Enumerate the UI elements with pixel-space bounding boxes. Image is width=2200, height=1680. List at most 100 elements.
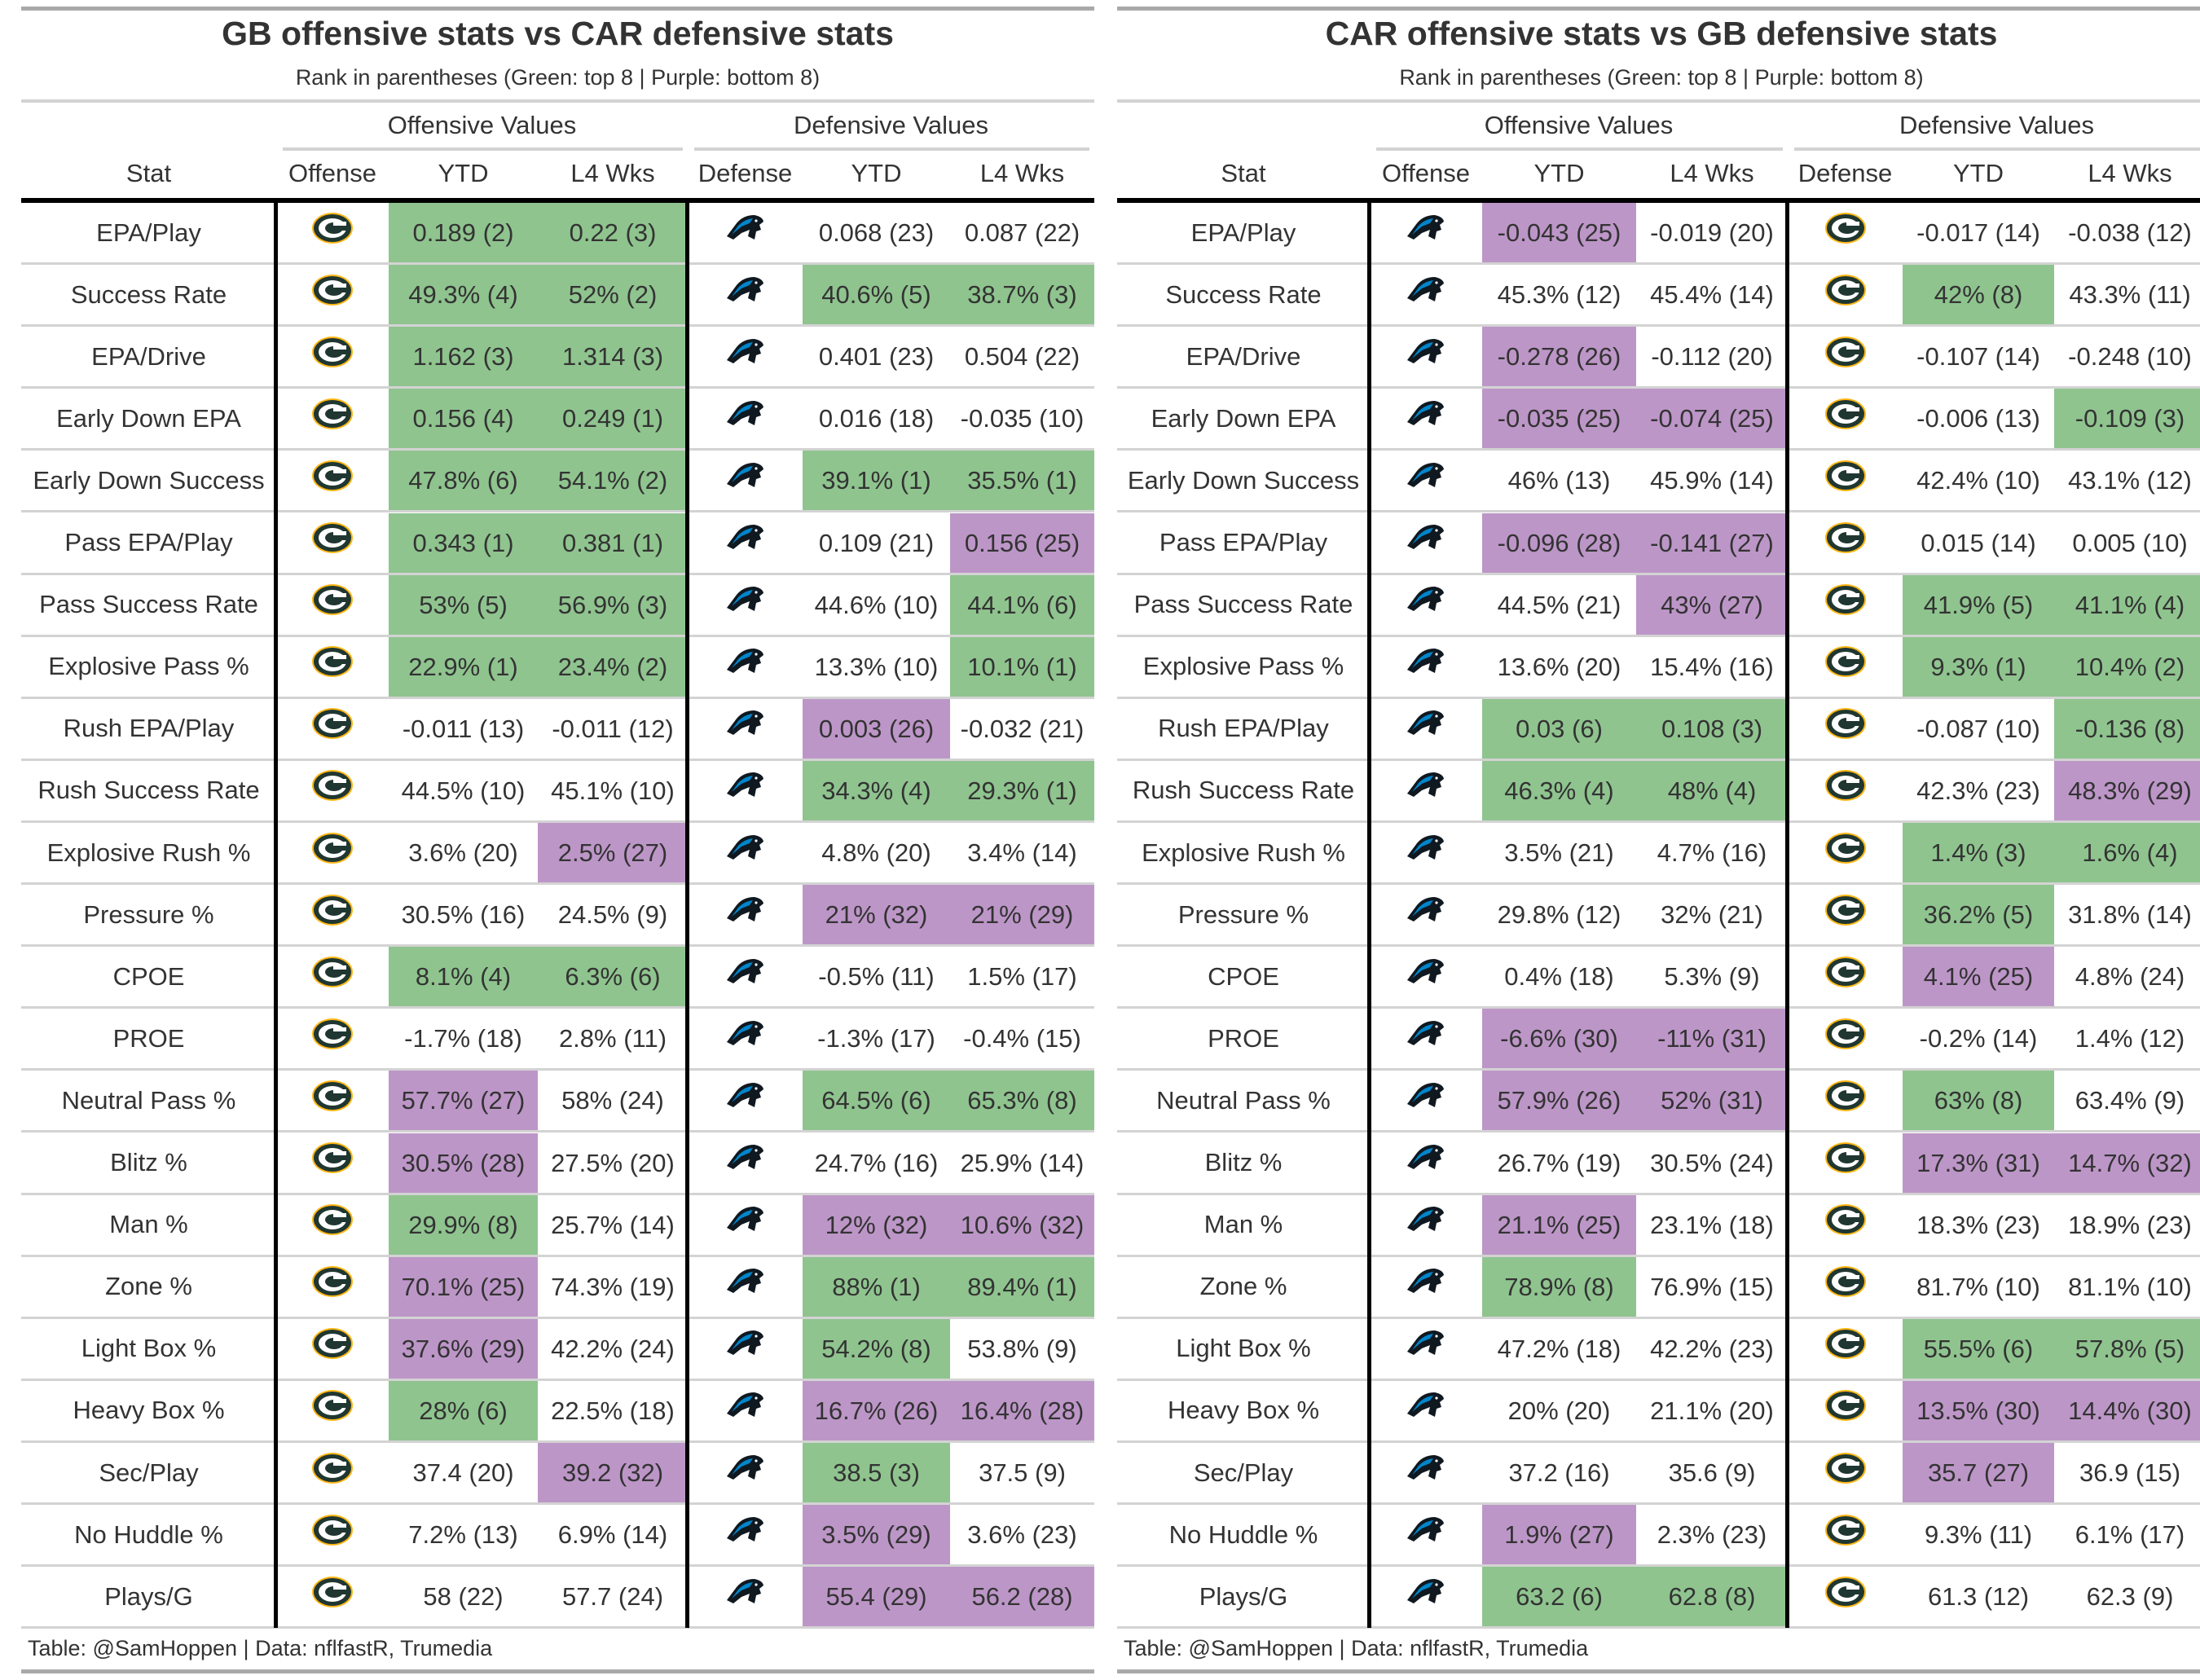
row-divider <box>1117 510 2200 513</box>
stat-label: EPA/Drive <box>91 341 206 371</box>
row-divider <box>21 1440 1094 1443</box>
spanner-defensive-values: Defensive Values <box>794 111 988 139</box>
column-header-stat[interactable]: Stat <box>1221 159 1266 187</box>
cell-offense-l4wks: -0.074 (25) <box>1636 389 1788 450</box>
cell-defense-l4wks: 21% (29) <box>950 885 1094 946</box>
panthers-logo-icon <box>1370 508 1482 568</box>
panthers-logo-icon <box>688 756 803 816</box>
column-header-offense[interactable]: Offense <box>1381 159 1470 187</box>
panthers-logo-icon <box>1370 1004 1482 1063</box>
cell-offense-l4wks: 0.108 (3) <box>1636 698 1788 759</box>
cell-defense-l4wks: -0.248 (10) <box>2068 342 2192 372</box>
cell-defense-l4wks: 43.3% (11) <box>2069 280 2191 310</box>
column-header-ytd[interactable]: YTD <box>1953 159 2004 187</box>
panthers-logo-icon <box>688 446 803 505</box>
header-bottom-rule <box>1117 198 2200 203</box>
column-header-l4-wks[interactable]: L4 Wks <box>979 159 1065 187</box>
cell-defense-l4wks: 31.8% (14) <box>2068 900 2192 930</box>
cell-offense-l4wks: 22.5% (18) <box>551 1396 675 1425</box>
column-header-l4-wks[interactable]: L4 Wks <box>570 159 655 187</box>
cell-offense-l4wks: 0.381 (1) <box>538 512 688 574</box>
cell-defense-ytd: 61.3 (12) <box>1927 1582 2030 1612</box>
panthers-logo-icon <box>688 1190 803 1250</box>
cell-offense-l4wks: -0.019 (20) <box>1650 218 1774 248</box>
column-header-defense[interactable]: Defense <box>697 159 793 187</box>
column-header-l4-wks[interactable]: L4 Wks <box>1670 159 1754 187</box>
cell-offense-ytd: 30.5% (16) <box>401 900 526 930</box>
row-divider <box>1117 1254 2200 1257</box>
column-header-ytd[interactable]: YTD <box>851 159 902 187</box>
table-row: Plays/G 58 (22) 57.7 (24) 55.4 (29) 56.2 (28… <box>21 1567 1094 1629</box>
cell-offense-l4wks: 57.7 (24) <box>561 1582 664 1612</box>
row-divider <box>21 262 1094 266</box>
cell-offense-ytd: 37.2 (16) <box>1508 1458 1610 1488</box>
column-header-ytd[interactable]: YTD <box>1533 159 1585 187</box>
cell-defense-ytd: -0.2% (14) <box>1919 1024 2038 1053</box>
row-divider <box>1117 882 2200 886</box>
cell-defense-l4wks: 29.3% (1) <box>950 760 1094 821</box>
table-row: No Huddle % 1.9% (27) 2.3% (23) 9.3% (11) 6.… <box>1117 1505 2200 1568</box>
stat-label: Man % <box>109 1210 188 1239</box>
cell-offense-ytd: -0.043 (25) <box>1482 203 1636 264</box>
table-row: Man % 29.9% (8) 25.7% (14) 12% (32) 10.6% (3… <box>21 1194 1094 1257</box>
stat-label: CPOE <box>112 961 185 991</box>
stat-label: No Huddle % <box>74 1519 223 1549</box>
cell-defense-l4wks: 18.9% (23) <box>2068 1210 2192 1239</box>
table-row: Heavy Box % 20% (20) 21.1% (20) 13.5% (30) 1… <box>1117 1380 2200 1443</box>
table-footer-credits: Table: @SamHoppen | Data: nflfastR, Trum… <box>28 1636 493 1660</box>
column-header-defense[interactable]: Defense <box>1797 159 1893 187</box>
cell-offense-ytd: 30.5% (28) <box>389 1132 538 1194</box>
column-header-l4-wks[interactable]: L4 Wks <box>2088 159 2172 187</box>
stat-label: PROE <box>112 1023 185 1053</box>
stat-label: Early Down Success <box>1127 465 1360 495</box>
row-divider <box>1117 1130 2200 1133</box>
spanner-defensive-values: Defensive Values <box>1899 111 2094 139</box>
row-divider <box>21 572 1094 575</box>
packers-logo-icon <box>1788 1562 1903 1621</box>
stat-label: Zone % <box>1199 1272 1287 1301</box>
top-rule <box>21 7 1094 11</box>
stat-label: Sec/Play <box>1193 1458 1294 1487</box>
row-divider <box>21 758 1094 761</box>
panthers-logo-icon <box>688 198 803 257</box>
cell-defense-ytd: 9.3% (11) <box>1924 1520 2033 1550</box>
cell-defense-l4wks: -0.4% (15) <box>963 1024 1081 1053</box>
table-row: Early Down EPA 0.156 (4) 0.249 (1) 0.016 (1… <box>21 389 1094 451</box>
cell-defense-ytd: 0.401 (23) <box>818 342 935 372</box>
table-row: EPA/Play -0.043 (25) -0.019 (20) -0.017 (14… <box>1117 203 2200 266</box>
cell-offense-ytd: 20% (20) <box>1507 1396 1611 1425</box>
stat-label: Zone % <box>105 1272 192 1301</box>
table-row: PROE -1.7% (18) 2.8% (11) -1.3% (17) -0.4% (… <box>21 1009 1094 1071</box>
panthers-logo-icon <box>688 818 803 877</box>
cell-defense-l4wks: 53.8% (9) <box>967 1334 1077 1363</box>
cell-offense-l4wks: 62.8 (8) <box>1636 1567 1788 1628</box>
table-row: Light Box % 37.6% (29) 42.2% (24) 54.2% (8)… <box>21 1318 1094 1381</box>
table-row: Sec/Play 37.2 (16) 35.6 (9) 35.7 (27) 36.9 (… <box>1117 1443 2200 1506</box>
stat-label: Explosive Pass % <box>48 652 249 681</box>
stat-label: Plays/G <box>1199 1581 1288 1611</box>
cell-offense-l4wks: 1.314 (3) <box>538 327 688 388</box>
row-divider <box>21 820 1094 823</box>
row-divider <box>1117 1378 2200 1381</box>
panthers-logo-icon <box>1370 1314 1482 1374</box>
cell-defense-l4wks: 36.9 (15) <box>2079 1458 2181 1488</box>
cell-offense-l4wks: 52% (31) <box>1636 1071 1788 1132</box>
row-divider <box>1117 1068 2200 1071</box>
column-header-offense[interactable]: Offense <box>288 159 376 187</box>
table-row: Zone % 78.9% (8) 76.9% (15) 81.7% (10) 81.1%… <box>1117 1256 2200 1319</box>
packers-logo-icon <box>1788 756 1903 816</box>
column-header-ytd[interactable]: YTD <box>438 159 489 187</box>
table-row: Pass Success Rate 44.5% (21) 43% (27) 41.9%… <box>1117 574 2200 637</box>
cell-offense-l4wks: 0.249 (1) <box>538 389 688 450</box>
packers-logo-icon <box>276 942 389 1001</box>
cell-defense-ytd: 81.7% (10) <box>1916 1272 2040 1301</box>
row-divider <box>1117 634 2200 637</box>
cell-defense-l4wks: 0.005 (10) <box>2072 528 2188 557</box>
table-row: PROE -6.6% (30) -11% (31) -0.2% (14) 1.4% (1… <box>1117 1009 2200 1071</box>
cell-offense-ytd: 13.6% (20) <box>1497 652 1621 681</box>
table-row: Heavy Box % 28% (6) 22.5% (18) 16.7% (26) 16… <box>21 1380 1094 1443</box>
stat-label: Blitz % <box>110 1148 187 1177</box>
table-row: Light Box % 47.2% (18) 42.2% (23) 55.5% (6)… <box>1117 1318 2200 1381</box>
column-header-stat[interactable]: Stat <box>125 159 172 187</box>
panthers-logo-icon <box>688 1128 803 1188</box>
